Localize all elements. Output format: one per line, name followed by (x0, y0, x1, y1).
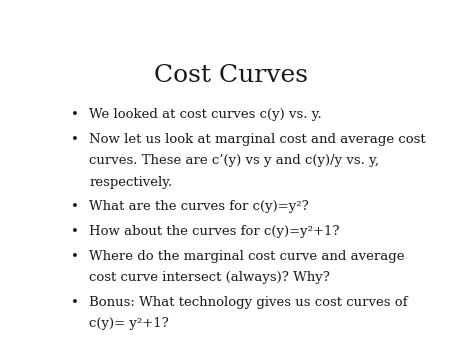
Text: •: • (72, 108, 79, 121)
Text: Where do the marginal cost curve and average: Where do the marginal cost curve and ave… (90, 250, 405, 263)
Text: curves. These are c’(y) vs y and c(y)/y vs. y,: curves. These are c’(y) vs y and c(y)/y … (90, 154, 379, 167)
Text: How about the curves for c(y)=y²+1?: How about the curves for c(y)=y²+1? (90, 225, 340, 238)
Text: •: • (72, 250, 79, 263)
Text: cost curve intersect (always)? Why?: cost curve intersect (always)? Why? (90, 271, 330, 284)
Text: respectively.: respectively. (90, 176, 173, 189)
Text: •: • (72, 200, 79, 213)
Text: Bonus: What technology gives us cost curves of: Bonus: What technology gives us cost cur… (90, 296, 408, 309)
Text: What are the curves for c(y)=y²?: What are the curves for c(y)=y²? (90, 200, 309, 213)
Text: Cost Curves: Cost Curves (153, 64, 308, 87)
Text: c(y)= y²+1?: c(y)= y²+1? (90, 317, 169, 330)
Text: •: • (72, 225, 79, 238)
Text: •: • (72, 133, 79, 146)
Text: •: • (72, 296, 79, 309)
Text: We looked at cost curves c(y) vs. y.: We looked at cost curves c(y) vs. y. (90, 108, 322, 121)
Text: Now let us look at marginal cost and average cost: Now let us look at marginal cost and ave… (90, 133, 426, 146)
